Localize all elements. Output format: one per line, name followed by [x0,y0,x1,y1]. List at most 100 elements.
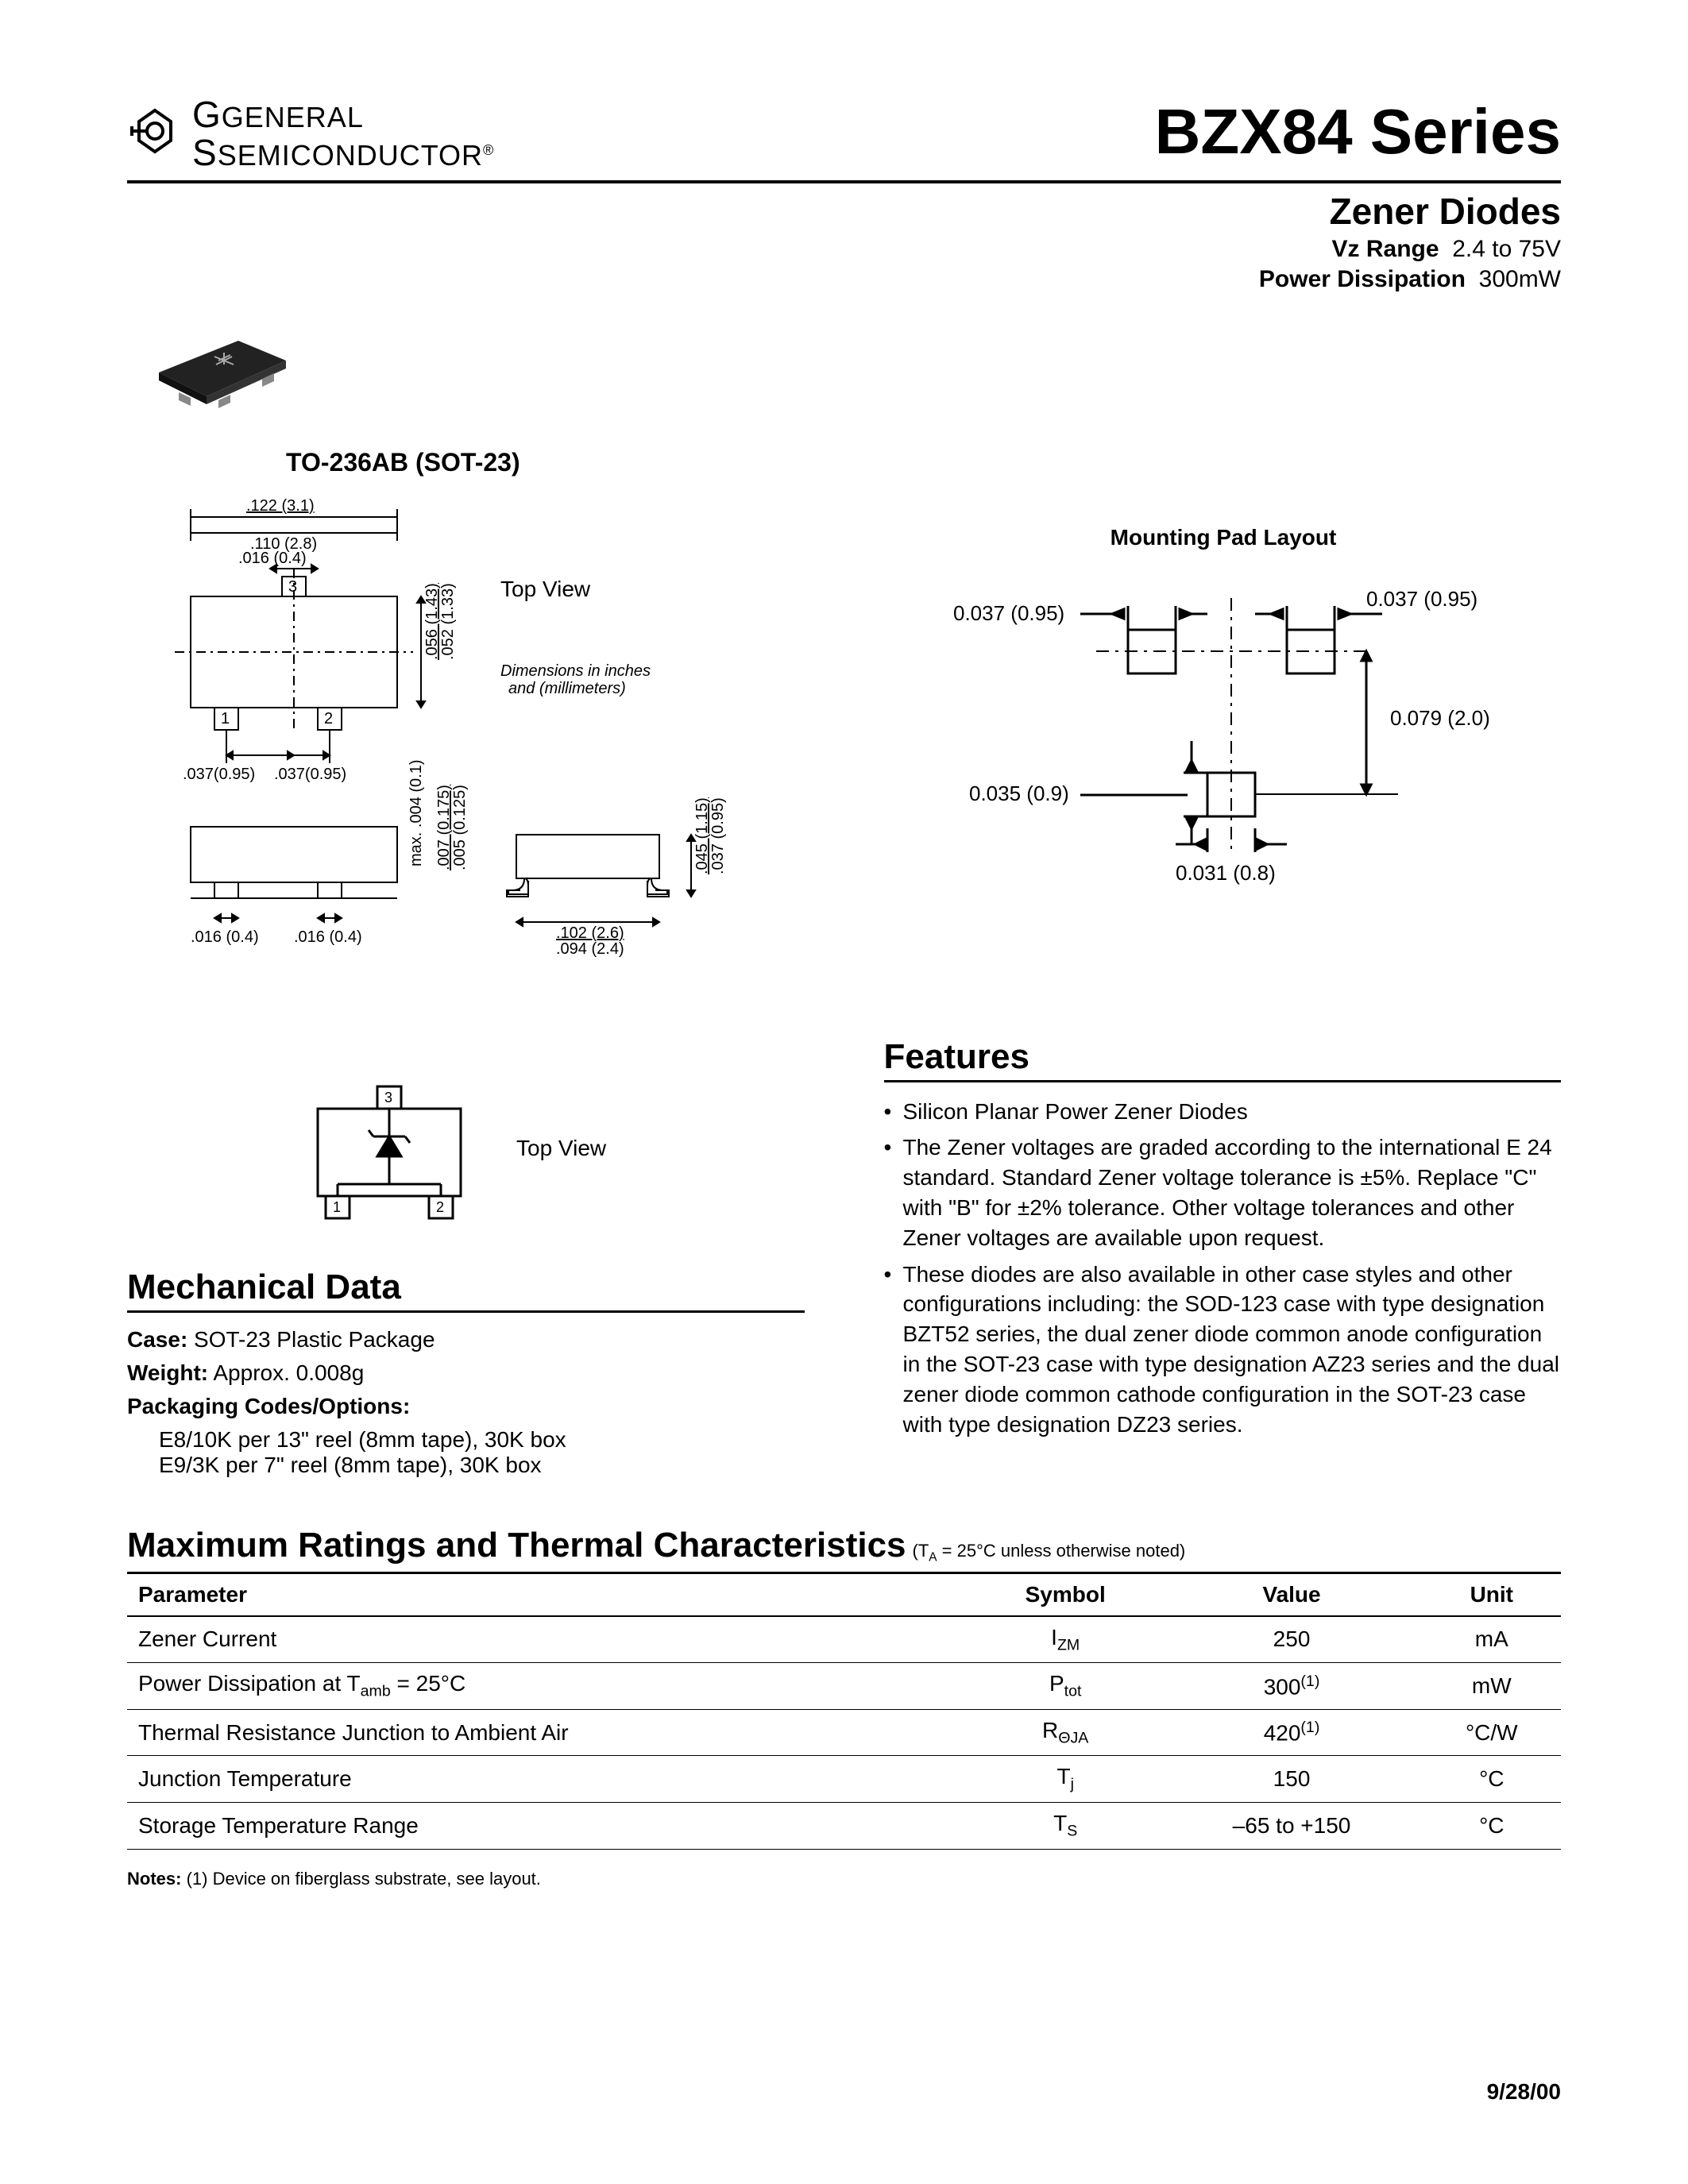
pd-value: 300mW [1479,266,1561,292]
svg-text:.007 (0.175): .007 (0.175) [435,785,453,870]
svg-text:.094 (2.4): .094 (2.4) [556,940,624,958]
subtitle: Zener Diodes [127,190,1561,233]
svg-text:.016 (0.4): .016 (0.4) [191,928,259,946]
table-row: Storage Temperature RangeTS–65 to +150°C [127,1802,1561,1849]
svg-text:0.079 (2.0): 0.079 (2.0) [1390,706,1490,730]
svg-text:0.031 (0.8): 0.031 (0.8) [1176,861,1276,885]
cell-unit: mW [1423,1663,1561,1710]
col-value: Value [1161,1572,1422,1616]
vz-value: 2.4 to 75V [1452,236,1561,262]
svg-text:.037(0.95): .037(0.95) [274,766,346,783]
page-title: BZX84 Series [1155,95,1561,168]
feature-item: The Zener voltages are graded according … [884,1133,1562,1252]
svg-text:.016 (0.4): .016 (0.4) [238,550,307,567]
cell-value: 420(1) [1161,1709,1422,1756]
package-title: TO-236AB (SOT-23) [286,448,1561,477]
svg-text:2: 2 [436,1199,444,1215]
vz-spec: Vz Range 2.4 to 75V [127,236,1561,263]
ratings-heading: Maximum Ratings and Thermal Characterist… [127,1526,1561,1565]
svg-text:max. .004 (0.1): max. .004 (0.1) [408,759,425,866]
footnote: Notes: (1) Device on fiberglass substrat… [127,1869,1561,1889]
footnote-text: (1) Device on fiberglass substrate, see … [187,1869,541,1889]
mech-pkg: Packaging Codes/Options: [127,1394,805,1419]
cell-unit: °C/W [1423,1709,1561,1756]
cell-param: Junction Temperature [127,1756,970,1803]
package-outline-svg: .122 (3.1) .110 (2.8) .016 (0.4) 3 1 [127,493,826,986]
brand-line1: GENERAL [222,101,364,133]
ratings-cond-note: (TA = 25°C unless otherwise noted) [913,1541,1186,1565]
svg-text:.056 (1.43): .056 (1.43) [423,583,441,660]
svg-text:3: 3 [384,1090,392,1106]
svg-text:.052 (1.33): .052 (1.33) [439,583,457,660]
brand-logo: GGENERAL SSEMICONDUCTOR® [127,95,494,172]
cell-symbol: IZM [970,1616,1161,1663]
cell-value: 300(1) [1161,1663,1422,1710]
mechanical-title: Mechanical Data [127,1268,805,1313]
cell-value: 250 [1161,1616,1422,1663]
table-row: Zener CurrentIZM250mA [127,1616,1561,1663]
ratings-body: Zener CurrentIZM250mAPower Dissipation a… [127,1616,1561,1849]
features-title: Features [884,1037,1562,1082]
svg-text:0.037 (0.95): 0.037 (0.95) [953,601,1064,625]
ratings-table: Parameter Symbol Value Unit Zener Curren… [127,1572,1561,1850]
diagrams-row: .122 (3.1) .110 (2.8) .016 (0.4) 3 1 [127,493,1561,990]
mech-weight: Weight: Approx. 0.008g [127,1360,805,1386]
table-row: Junction TemperatureTj150°C [127,1756,1561,1803]
right-column: Features Silicon Planar Power Zener Diod… [884,1037,1562,1478]
title-block: BZX84 Series [1155,95,1561,168]
mounting-pad-diagram: Mounting Pad Layout 0.037 (0.95) [921,493,1525,990]
cell-value: 150 [1161,1756,1422,1803]
cell-symbol: TS [970,1802,1161,1849]
ratings-title: Maximum Ratings and Thermal Characterist… [127,1526,906,1565]
mech-case-value: SOT-23 Plastic Package [194,1327,435,1352]
table-row: Thermal Resistance Junction to Ambient A… [127,1709,1561,1756]
chip-render [143,317,1561,416]
col-symbol: Symbol [970,1572,1161,1616]
svg-text:2: 2 [324,710,333,727]
left-column: 3 1 2 Top View Mechani [127,1037,805,1478]
svg-text:.122 (3.1): .122 (3.1) [246,497,315,515]
col-parameter: Parameter [127,1572,970,1616]
cell-unit: °C [1423,1756,1561,1803]
cell-symbol: RΘJA [970,1709,1161,1756]
svg-text:Top View: Top View [500,577,591,601]
ratings-header-row: Parameter Symbol Value Unit [127,1572,1561,1616]
schematic-svg: 3 1 2 [286,1069,492,1228]
cell-param: Thermal Resistance Junction to Ambient A… [127,1709,970,1756]
svg-text:1: 1 [221,710,230,727]
mount-title: Mounting Pad Layout [921,525,1525,550]
cell-value: –65 to +150 [1161,1802,1422,1849]
brand-line2: SEMICONDUCTOR [218,139,483,172]
svg-text:.016 (0.4): .016 (0.4) [294,928,362,946]
footer-date: 9/28/00 [1487,2079,1561,2105]
brand-glyph-icon [127,106,183,161]
mech-case-label: Case: [127,1327,187,1352]
svg-text:.005 (0.125): .005 (0.125) [451,785,469,870]
content-columns: 3 1 2 Top View Mechani [127,1037,1561,1478]
pd-label: Power Dissipation [1259,266,1466,292]
mech-weight-value: Approx. 0.008g [213,1360,364,1385]
features-list: Silicon Planar Power Zener Diodes The Ze… [884,1097,1562,1440]
svg-text:and (millimeters): and (millimeters) [508,680,626,697]
cell-unit: °C [1423,1802,1561,1849]
feature-item: Silicon Planar Power Zener Diodes [884,1097,1562,1127]
svg-text:.037(0.95): .037(0.95) [183,766,255,783]
cell-param: Storage Temperature Range [127,1802,970,1849]
chip-icon [143,317,302,412]
svg-text:.102 (2.6): .102 (2.6) [556,924,624,942]
svg-text:.037 (0.95): .037 (0.95) [709,797,727,874]
cell-symbol: Tj [970,1756,1161,1803]
feature-item: These diodes are also available in other… [884,1260,1562,1440]
table-row: Power Dissipation at Tamb = 25°CPtot300(… [127,1663,1561,1710]
registered-mark: ® [483,142,494,158]
cell-unit: mA [1423,1616,1561,1663]
col-unit: Unit [1423,1572,1561,1616]
svg-text:Dimensions in inches: Dimensions in inches [500,662,651,680]
svg-text:0.035 (0.9): 0.035 (0.9) [969,781,1069,805]
svg-text:.045 (1.15): .045 (1.15) [693,797,711,874]
mech-pkg-line1: E8/10K per 13" reel (8mm tape), 30K box [159,1427,805,1453]
cell-symbol: Ptot [970,1663,1161,1710]
mounting-pad-svg: 0.037 (0.95) 0.037 (0.95) 0.079 (2.0) [921,566,1525,916]
schematic-symbol: 3 1 2 Top View [286,1069,805,1228]
footnote-label: Notes: [127,1869,181,1889]
